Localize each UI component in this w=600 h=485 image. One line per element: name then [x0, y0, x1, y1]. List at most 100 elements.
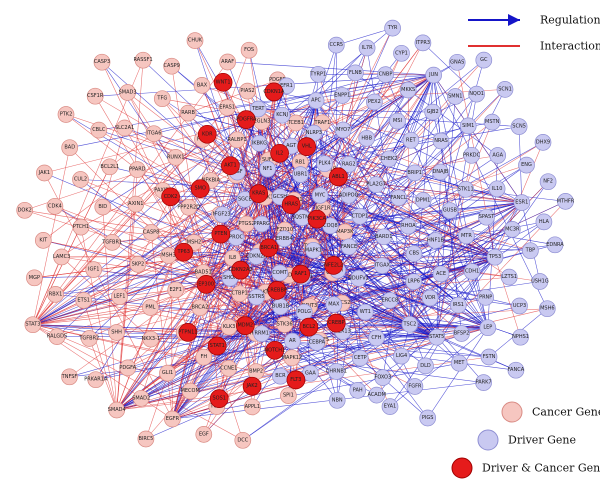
gene-node-circle [211, 224, 231, 244]
regulation-edge-651 [318, 73, 434, 76]
legend-regulation: Regulation [468, 14, 600, 27]
gene-node-kras: KRAS [249, 184, 269, 203]
gene-node-itgax: ITGAX [373, 257, 391, 274]
gene-node-ppard: PPARD [128, 161, 146, 178]
gene-node-circle [231, 260, 250, 280]
interaction-edge-10 [188, 207, 246, 326]
regulation-edge-824 [274, 276, 303, 351]
gene-node-circle [432, 163, 449, 181]
gene-node-circle [390, 189, 408, 207]
gene-node-ccr5: CCR5 [327, 36, 345, 54]
interaction-edge-131 [80, 227, 117, 411]
gene-node-circle [94, 198, 112, 216]
gene-node-bcl2: BCL2 [299, 317, 319, 337]
regulation-edge-694 [205, 85, 287, 285]
gene-node-stk36: STK36 [276, 316, 293, 333]
gene-node-nras: NRAS [432, 132, 450, 150]
gene-node-circle [159, 364, 176, 382]
gene-node-circle [449, 296, 467, 314]
gene-node-casp8: CASP8 [142, 224, 160, 241]
gene-node-mstn: MSTN [483, 113, 501, 131]
gene-node-ubr1: UBR1 [292, 166, 309, 183]
gene-node-nfe2l2: NFE2L2 [324, 256, 343, 275]
interaction-edge-225 [69, 147, 207, 285]
gene-node-circle [239, 82, 256, 100]
interaction-edge-310 [288, 202, 522, 396]
gene-node-circle [512, 328, 529, 346]
gene-node-circle [275, 230, 293, 248]
gene-node-circle [235, 316, 255, 335]
regulation-edge-705 [422, 42, 477, 95]
gene-node-circle [299, 317, 319, 337]
gene-node-circle [270, 143, 289, 163]
gene-node-cebpa: CEBPA [308, 334, 325, 351]
gene-node-circle [180, 198, 198, 216]
gene-node-park7: PARK7 [475, 374, 492, 391]
gene-node-circle [273, 106, 291, 124]
gene-node-nqo1: NQO1 [468, 85, 485, 103]
gene-node-circle [453, 325, 470, 342]
gene-node-msh3: MSH3 [160, 247, 177, 264]
regulation-edge-786 [290, 204, 303, 277]
regulation-edge-183 [98, 74, 434, 131]
regulation-edge-822 [274, 336, 437, 352]
gene-node-circle [399, 81, 417, 99]
gene-node-circle [421, 289, 439, 307]
gene-node-circle [164, 410, 181, 428]
gene-node-circle [243, 398, 261, 416]
gene-node-circle [381, 292, 399, 309]
gene-node-pml: PML [142, 299, 159, 316]
gene-node-jak1: JAK1 [36, 164, 53, 182]
gene-node-smn1: SMN1 [446, 88, 464, 105]
interaction-edge-100 [109, 133, 155, 168]
gene-node-tp53: TP53 [486, 248, 504, 266]
gene-node-circle [326, 313, 346, 333]
gene-node-circle [72, 171, 89, 188]
legend-cancer-gene: Cancer Gene [501, 401, 600, 423]
gene-node-bfsp2: BFSP2 [453, 325, 470, 342]
gene-node-circle [389, 112, 406, 130]
regulation-edge-374 [413, 281, 438, 338]
gene-node-smo: SMO [190, 179, 210, 199]
gene-node-circle [219, 53, 236, 71]
gene-node-circle [145, 125, 163, 143]
gene-node-circle [511, 297, 528, 315]
gene-node-wnt1: WNT1 [213, 72, 233, 92]
gene-node-circle [513, 194, 531, 211]
gene-node-circle [417, 357, 434, 375]
gene-node-circle [47, 286, 64, 303]
gene-node-csf1r: CSF1R [86, 87, 104, 105]
gene-node-circle [259, 238, 279, 258]
gene-node-bad: BAD [61, 139, 79, 157]
gene-node-circle [419, 409, 437, 427]
gene-node-circle [34, 232, 52, 249]
interaction-edge-866 [205, 146, 307, 285]
regulation-edge-912 [170, 196, 338, 271]
regulation-edge-610 [355, 72, 442, 142]
gene-node-circle [380, 150, 398, 168]
gene-node-skp2: SKP2 [129, 256, 147, 273]
driver-cancer-gene-legend-label: Driver & Cancer Gene [482, 462, 600, 475]
gene-node-circle [356, 303, 374, 321]
gene-node-circle [307, 92, 325, 109]
regulation-edge-647 [357, 336, 437, 391]
gene-node-circle [128, 161, 146, 178]
gene-node-circle [214, 206, 231, 224]
gene-node-mtr: MTR [458, 227, 475, 245]
gene-node-circle [428, 328, 446, 346]
gene-node-circle [116, 119, 133, 137]
interaction-edge-264 [32, 61, 228, 325]
gene-node-circle [272, 367, 289, 385]
gene-node-circle [108, 401, 126, 419]
regulation-edge-501 [319, 101, 375, 196]
interaction-edge-110 [236, 139, 262, 225]
gene-node-circle [72, 218, 90, 236]
gene-node-circle [535, 213, 553, 231]
gene-node-circle [267, 281, 287, 300]
gene-node-klk3: KLK3 [220, 318, 238, 336]
gene-node-rrm1: RRM1 [253, 325, 271, 343]
gene-node-myo7: MYO7 [334, 121, 352, 139]
gene-node-vhl: VHL [297, 137, 317, 156]
gene-node-fos: FOS [240, 41, 258, 59]
gene-node-hla: HLA [535, 213, 553, 231]
